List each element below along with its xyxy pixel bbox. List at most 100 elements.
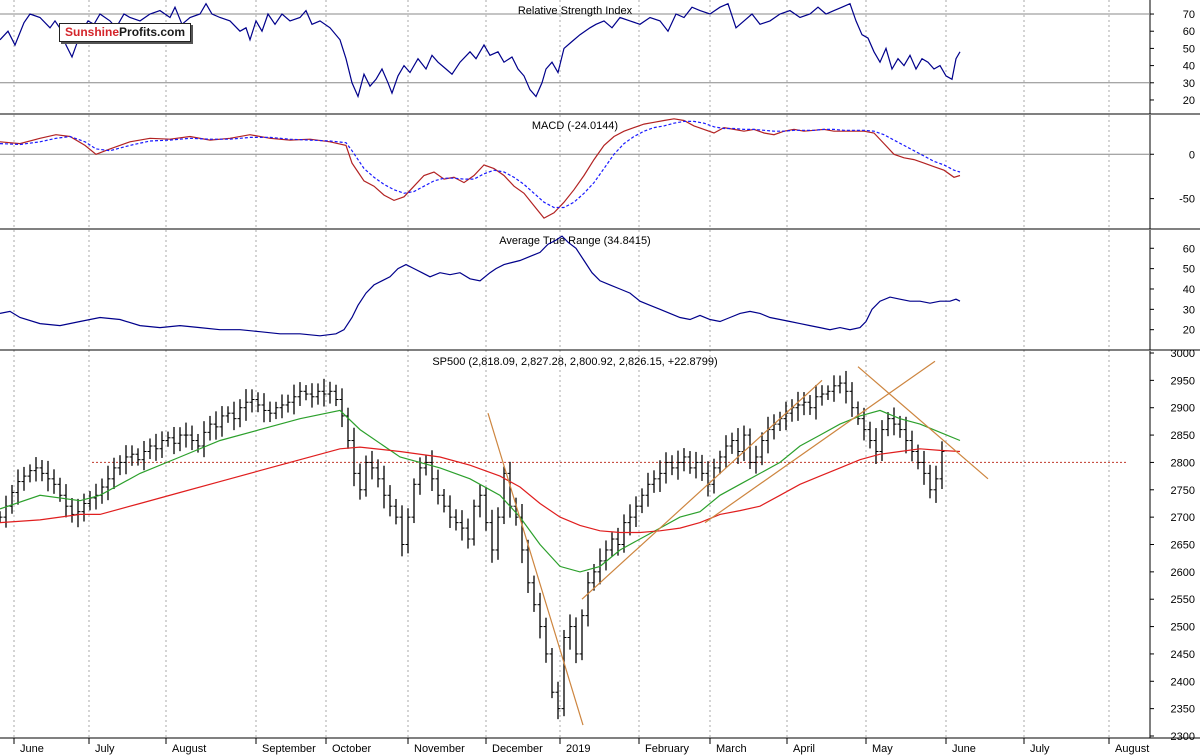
price-bar (63, 484, 69, 518)
x-tick-label: July (1030, 743, 1050, 755)
price-bar (417, 457, 423, 495)
price-bar (741, 425, 747, 462)
price-bar (315, 383, 321, 405)
price-bar (177, 427, 183, 452)
price-bar (927, 464, 933, 499)
price-bar (243, 389, 249, 421)
price-bar (33, 457, 39, 482)
series-line-1 (0, 409, 961, 573)
price-bar (897, 415, 903, 438)
price-bar (549, 648, 555, 699)
price-bar (357, 463, 363, 500)
price-bar (477, 484, 483, 518)
price-bar (909, 430, 915, 462)
panel-4: 3000 2950 2900 2850 2800 2750 2700 2650 2600 2550… (0, 348, 1200, 743)
y-tick-label: 2700 (1171, 512, 1195, 524)
price-bar (471, 499, 477, 546)
price-bar (747, 428, 753, 469)
price-bar (723, 435, 729, 468)
price-bar (429, 450, 435, 491)
price-bar (753, 445, 759, 474)
price-bar (465, 518, 471, 549)
x-tick-label: June (20, 743, 44, 755)
price-bar (129, 445, 135, 466)
price-bar (135, 448, 141, 466)
price-bar (405, 508, 411, 554)
x-tick-label: July (95, 743, 115, 755)
price-bar (51, 469, 57, 494)
y-tick-label: 30 (1183, 78, 1195, 90)
panel-1: 70 60 50 40 30 20 Relative Strength Index (0, 0, 1200, 115)
price-bar (489, 509, 495, 563)
price-bar (75, 498, 81, 528)
y-tick-label: 30 (1183, 304, 1195, 316)
price-bar (255, 392, 261, 413)
price-bar (285, 394, 291, 413)
price-bar (711, 458, 717, 494)
sunshine-profits-logo: SunshineProfits.com (59, 23, 192, 42)
price-bar (717, 450, 723, 475)
y-tick-label: 2750 (1171, 485, 1195, 497)
trendline (581, 379, 823, 600)
price-bar (585, 571, 591, 627)
series-line-1 (0, 118, 961, 219)
y-tick-label: 2500 (1171, 622, 1195, 634)
price-bar (573, 617, 579, 664)
price-bar (867, 421, 873, 449)
price-bar (837, 375, 843, 394)
x-tick-label: May (872, 743, 893, 755)
price-bar (267, 401, 273, 423)
price-bar (171, 426, 177, 455)
price-bar (849, 382, 855, 417)
x-tick-label: August (1115, 743, 1149, 755)
y-tick-label: 20 (1183, 325, 1195, 337)
price-bar (327, 381, 333, 404)
price-bar (201, 421, 207, 458)
price-bar (333, 384, 339, 407)
price-bar (687, 451, 693, 474)
x-tick-label: December (492, 743, 543, 755)
price-bar (45, 460, 51, 492)
price-bar (627, 504, 633, 536)
series-line-1 (0, 235, 961, 337)
y-tick-label: -50 (1179, 194, 1195, 206)
x-tick-label: February (645, 743, 690, 755)
price-bar (339, 388, 345, 428)
y-tick-label: 2400 (1171, 676, 1195, 688)
price-bar (189, 425, 195, 451)
price-bar (27, 464, 33, 483)
price-bar (759, 432, 765, 466)
price-bar (321, 378, 327, 407)
price-bar (645, 472, 651, 507)
price-bar (69, 497, 75, 523)
price-bar (831, 375, 837, 402)
price-bar (153, 433, 159, 461)
trendline (704, 360, 936, 524)
price-bar (0, 511, 3, 524)
price-bar (903, 416, 909, 454)
y-tick-label: 2550 (1171, 594, 1195, 606)
price-bar (381, 465, 387, 509)
trendline (487, 413, 584, 726)
price-bar (555, 681, 561, 720)
price-bar (183, 422, 189, 448)
price-bar (873, 428, 879, 464)
y-tick-label: 2300 (1171, 731, 1195, 743)
series-line-1 (0, 2, 961, 99)
price-bar (501, 466, 507, 525)
price-bar (399, 505, 405, 557)
price-bar (369, 450, 375, 480)
y-tick-label: 40 (1183, 61, 1195, 73)
price-bar (531, 575, 537, 612)
price-bar (273, 401, 279, 420)
price-bar (207, 415, 213, 441)
price-bar (453, 509, 459, 531)
price-bar (117, 455, 123, 476)
panel-title: MACD (-24.0144) (532, 120, 618, 132)
y-tick-label: 2650 (1171, 540, 1195, 552)
price-bar (159, 431, 165, 458)
price-bar (633, 496, 639, 527)
price-bar (237, 399, 243, 428)
price-bar (39, 460, 45, 482)
